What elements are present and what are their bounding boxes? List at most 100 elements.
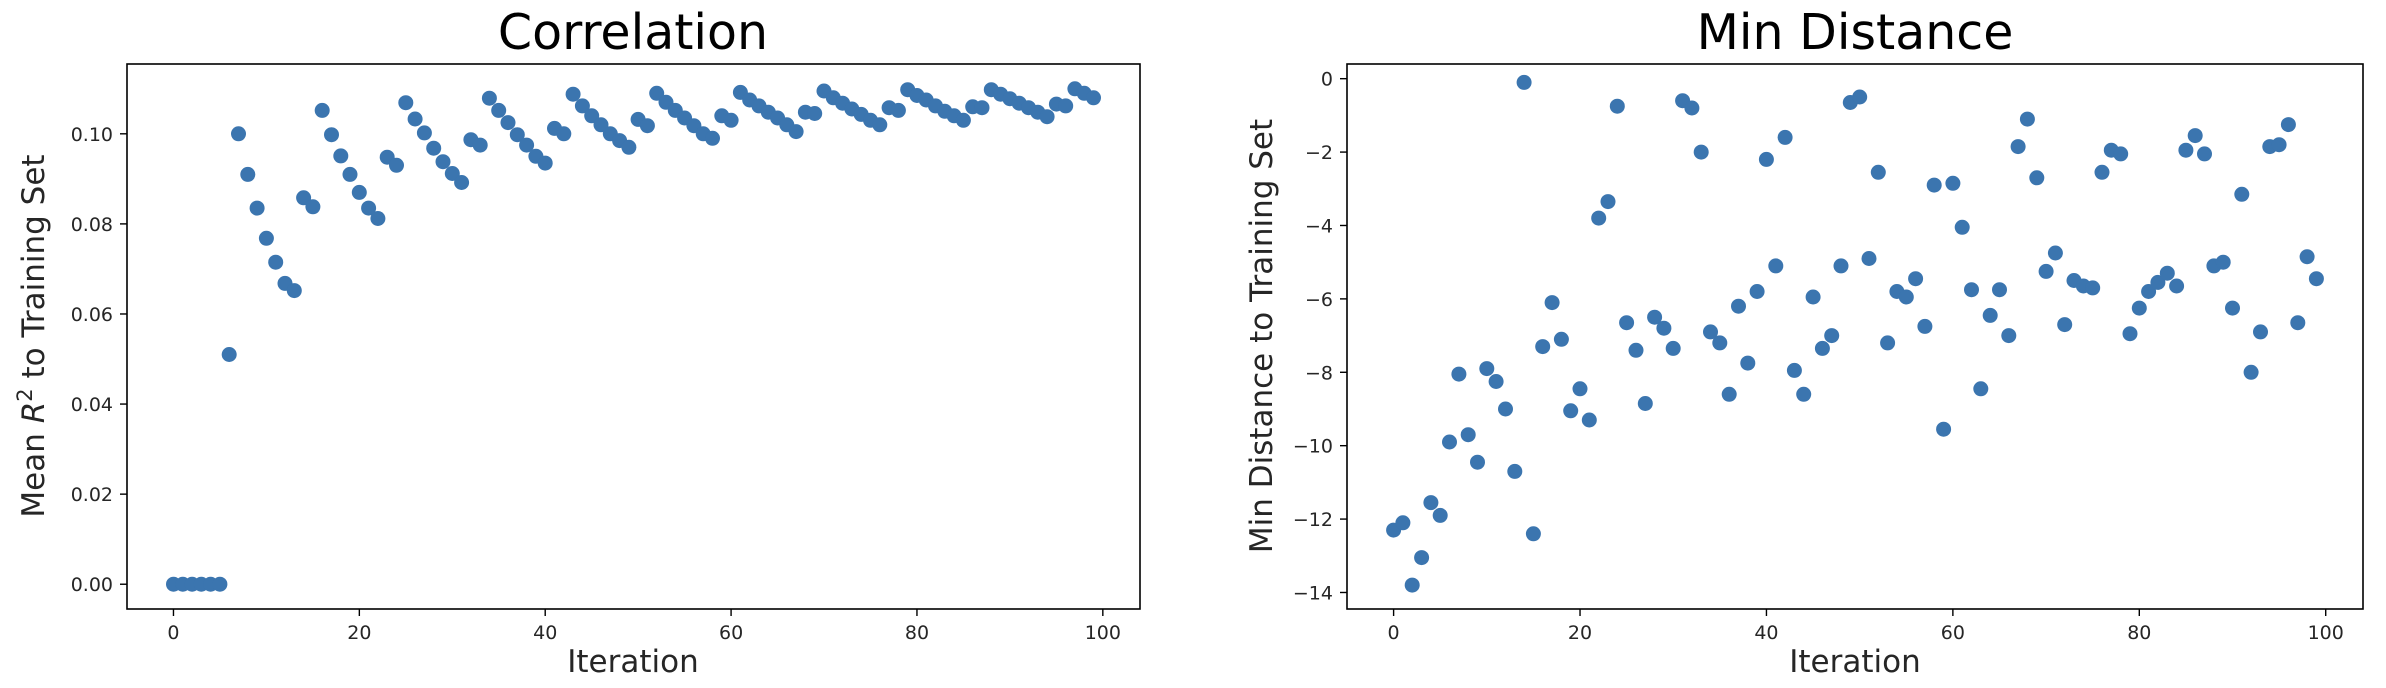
min-distance-point bbox=[1926, 177, 1942, 193]
correlation-point bbox=[454, 175, 470, 190]
min-distance-point bbox=[2141, 284, 2157, 299]
correlation-point bbox=[249, 200, 265, 216]
correlation-y-ticks: 0.00 0.02 0.04 0.06 0.08 0.10 bbox=[71, 124, 127, 596]
min-distance-y-tick-label: −14 bbox=[1293, 582, 1333, 604]
min-distance-point bbox=[1982, 307, 1998, 323]
min-distance-point bbox=[1880, 335, 1896, 351]
correlation-chart: Correlation 0 20 40 60 80 100 0.000.020.040.0… bbox=[13, 4, 1141, 680]
min-distance-point bbox=[2187, 128, 2203, 144]
min-distance-point bbox=[1460, 427, 1476, 443]
correlation-point bbox=[705, 130, 720, 146]
min-distance-point bbox=[1414, 550, 1430, 566]
min-distance-point bbox=[2271, 137, 2287, 153]
min-distance-point bbox=[1814, 340, 1830, 356]
min-distance-point bbox=[1572, 381, 1588, 397]
correlation-point bbox=[221, 347, 237, 362]
correlation-x-ticks: 0 20 40 60 80 100 bbox=[167, 609, 1121, 644]
min-distance-point bbox=[2178, 142, 2194, 158]
correlation-point bbox=[537, 155, 553, 171]
correlation-point bbox=[621, 139, 637, 155]
min-distance-point bbox=[1600, 194, 1616, 210]
min-distance-x-tick-label: 40 bbox=[1754, 622, 1778, 644]
correlation-point bbox=[444, 166, 460, 181]
correlation-point bbox=[890, 102, 906, 118]
min-distance-point bbox=[1693, 144, 1709, 160]
min-distance-point bbox=[1516, 74, 1532, 90]
correlation-point bbox=[491, 102, 507, 118]
min-distance-point bbox=[2047, 245, 2063, 261]
correlation-y-axis-label: Mean R2 to Training Set bbox=[13, 154, 52, 517]
correlation-point bbox=[519, 137, 535, 153]
min-distance-point bbox=[2234, 186, 2250, 202]
min-distance-point bbox=[1609, 98, 1625, 114]
min-distance-y-tick-label: −8 bbox=[1305, 362, 1333, 384]
min-distance-point bbox=[1712, 335, 1728, 351]
correlation-point bbox=[324, 127, 339, 143]
correlation-point bbox=[556, 126, 572, 142]
correlation-title: Correlation bbox=[498, 4, 768, 61]
correlation-x-tick-label: 40 bbox=[533, 622, 557, 644]
min-distance-x-tick-label: 20 bbox=[1568, 622, 1592, 644]
correlation-point bbox=[500, 115, 516, 131]
correlation-y-tick-label: 0.10 bbox=[71, 124, 113, 146]
min-distance-point bbox=[2280, 117, 2296, 133]
min-distance-point bbox=[1805, 289, 1821, 305]
min-distance-point bbox=[1535, 339, 1551, 355]
min-distance-point bbox=[1898, 289, 1914, 305]
min-distance-point bbox=[2001, 328, 2017, 344]
correlation-point bbox=[565, 86, 581, 102]
correlation-y-tick-label: 0.04 bbox=[71, 394, 113, 416]
correlation-point bbox=[296, 190, 312, 206]
min-distance-point bbox=[1637, 396, 1653, 411]
correlation-point bbox=[509, 127, 525, 143]
correlation-y-axis-label-prefix: Mean bbox=[16, 423, 52, 517]
correlation-points bbox=[166, 81, 1101, 592]
min-distance-point bbox=[2131, 300, 2147, 316]
correlation-y-axis-label-suffix: to Training Set bbox=[16, 154, 52, 388]
correlation-point bbox=[389, 157, 404, 173]
min-distance-point bbox=[1796, 386, 1812, 402]
correlation-point bbox=[1086, 90, 1101, 106]
correlation-point bbox=[333, 148, 349, 164]
min-distance-point bbox=[1936, 421, 1952, 437]
min-distance-y-tick-label: 0 bbox=[1321, 69, 1333, 91]
min-distance-x-tick-label: 80 bbox=[2127, 622, 2151, 644]
min-distance-y-tick-label: −2 bbox=[1305, 142, 1333, 164]
correlation-point bbox=[649, 85, 665, 101]
min-distance-point bbox=[2057, 317, 2073, 333]
correlation-point bbox=[370, 211, 386, 226]
min-distance-point bbox=[1824, 328, 1840, 344]
min-distance-point bbox=[1758, 151, 1774, 167]
min-distance-point bbox=[1964, 282, 1979, 298]
min-distance-point bbox=[1498, 401, 1513, 417]
min-distance-point bbox=[2169, 278, 2185, 294]
min-distance-point bbox=[1647, 309, 1663, 325]
min-distance-point bbox=[1628, 342, 1644, 358]
correlation-point bbox=[481, 90, 497, 106]
correlation-point bbox=[305, 199, 321, 215]
correlation-y-axis-label-sup: 2 bbox=[13, 388, 37, 401]
correlation-point bbox=[258, 230, 274, 246]
correlation-y-tick-label: 0.02 bbox=[71, 484, 113, 506]
min-distance-point bbox=[1973, 381, 1989, 397]
min-distance-point bbox=[2290, 315, 2306, 331]
correlation-point bbox=[788, 124, 804, 140]
min-distance-point bbox=[2094, 164, 2110, 180]
min-distance-point bbox=[1731, 298, 1746, 314]
min-distance-points bbox=[1386, 74, 2324, 593]
min-distance-point bbox=[1908, 271, 1924, 287]
correlation-x-tick-label: 100 bbox=[1085, 622, 1121, 644]
correlation-point bbox=[472, 137, 488, 153]
correlation-point bbox=[361, 200, 377, 216]
correlation-point bbox=[1058, 98, 1074, 114]
min-distance-point bbox=[1665, 340, 1681, 356]
correlation-point bbox=[955, 112, 971, 128]
correlation-x-tick-label: 20 bbox=[347, 622, 371, 644]
min-distance-point bbox=[2019, 111, 2035, 127]
correlation-point bbox=[435, 154, 451, 170]
min-distance-point bbox=[1870, 164, 1886, 180]
min-distance-point bbox=[1563, 403, 1579, 419]
min-distance-point bbox=[1525, 526, 1541, 542]
min-distance-title: Min Distance bbox=[1697, 4, 2014, 61]
min-distance-point bbox=[1544, 295, 1560, 311]
